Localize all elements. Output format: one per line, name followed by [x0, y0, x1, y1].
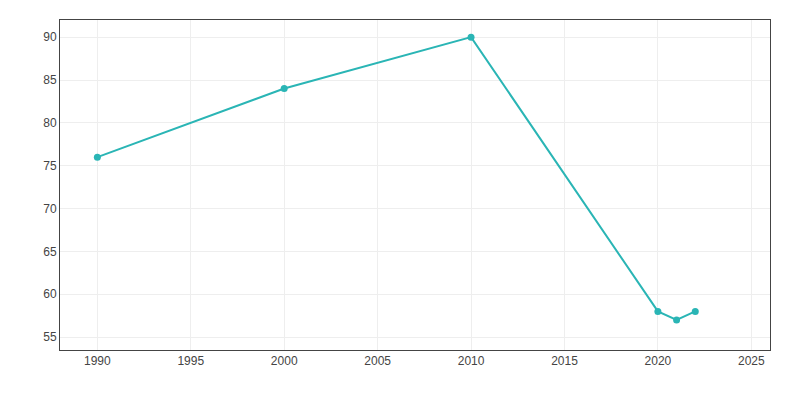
- svg-text:2025: 2025: [738, 354, 765, 368]
- svg-text:2005: 2005: [364, 354, 391, 368]
- svg-text:2015: 2015: [551, 354, 578, 368]
- svg-text:55: 55: [43, 330, 57, 344]
- svg-text:80: 80: [43, 116, 57, 130]
- svg-text:90: 90: [43, 30, 57, 44]
- svg-text:60: 60: [43, 287, 57, 301]
- svg-text:65: 65: [43, 245, 57, 259]
- svg-text:1995: 1995: [177, 354, 204, 368]
- svg-text:75: 75: [43, 159, 57, 173]
- svg-text:70: 70: [43, 202, 57, 216]
- svg-text:2000: 2000: [271, 354, 298, 368]
- svg-text:1990: 1990: [84, 354, 111, 368]
- svg-text:2020: 2020: [645, 354, 672, 368]
- svg-text:85: 85: [43, 73, 57, 87]
- svg-text:2010: 2010: [458, 354, 485, 368]
